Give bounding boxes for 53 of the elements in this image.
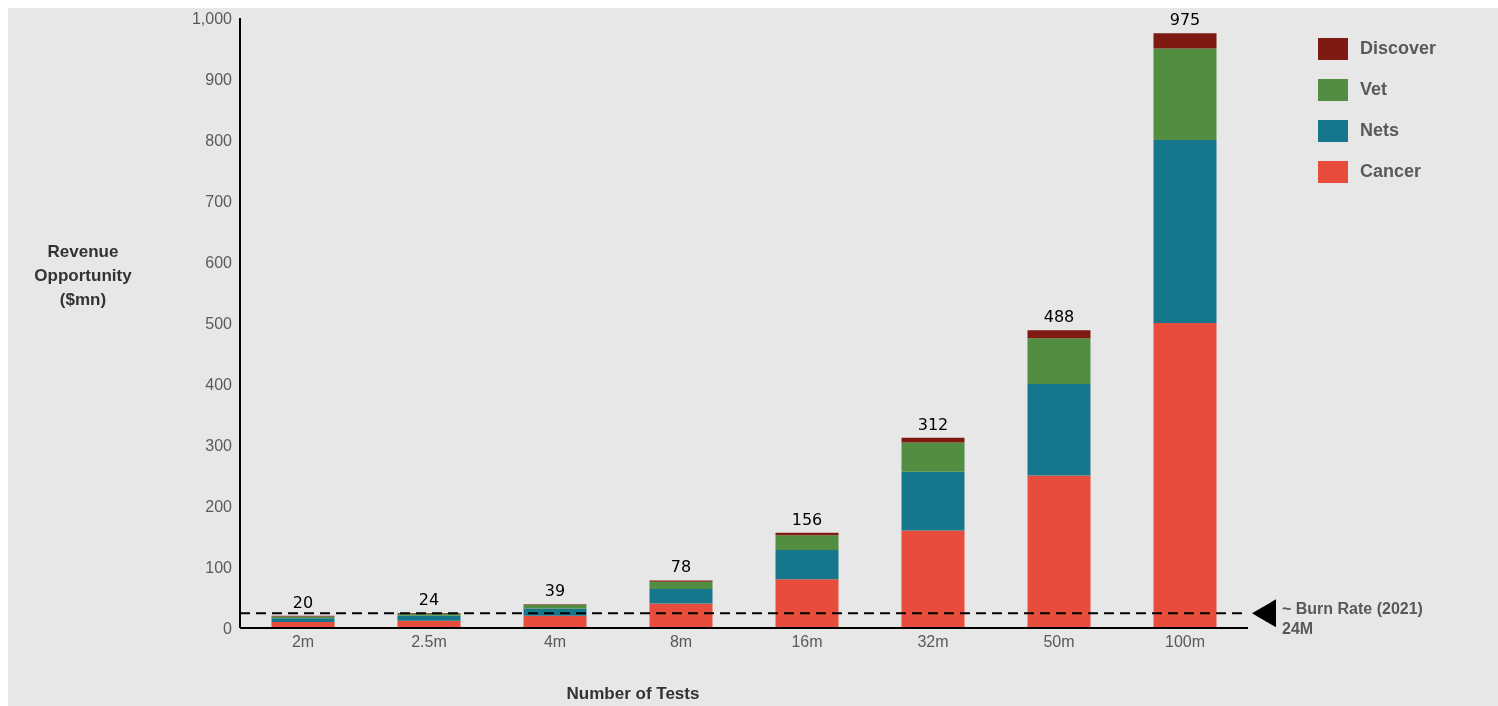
legend-label: Vet xyxy=(1360,79,1388,100)
bar xyxy=(775,535,839,550)
bar xyxy=(1027,475,1091,628)
y-tick-label: 100 xyxy=(205,558,233,576)
total-label: 312 xyxy=(917,414,949,434)
bar xyxy=(649,588,713,604)
y-tick-label: 900 xyxy=(205,70,233,88)
bar xyxy=(397,615,461,621)
total-label: 156 xyxy=(791,509,823,529)
bar xyxy=(1027,384,1091,476)
bar xyxy=(775,549,839,580)
y-tick-label: 600 xyxy=(205,253,233,271)
x-tick-label: 8m xyxy=(669,633,693,651)
bar xyxy=(1153,140,1217,323)
bar xyxy=(1027,338,1091,384)
bar xyxy=(901,530,965,628)
bar xyxy=(1153,323,1217,628)
ref-line-label: ~ Burn Rate (2021) 24M xyxy=(1282,600,1423,638)
bar xyxy=(523,615,587,628)
bar xyxy=(1027,330,1091,339)
total-label: 24 xyxy=(418,590,440,610)
total-label: 488 xyxy=(1043,307,1075,327)
total-label: 78 xyxy=(670,557,692,577)
y-axis-title: Revenue Opportunity ($mn) xyxy=(33,241,133,311)
total-label: 20 xyxy=(292,592,314,612)
bar xyxy=(1153,48,1217,140)
x-axis-title: Number of Tests xyxy=(565,684,701,704)
y-tick-label: 0 xyxy=(223,619,233,637)
y-tick-label: 700 xyxy=(205,192,233,210)
y-tick-label: 800 xyxy=(205,131,233,149)
y-tick-label: 200 xyxy=(205,497,233,515)
x-tick-label: 100m xyxy=(1164,633,1206,651)
x-tick-label: 2.5m xyxy=(411,633,447,651)
bar xyxy=(901,437,965,443)
bar xyxy=(775,579,839,628)
y-tick-label: 500 xyxy=(205,314,233,332)
bar xyxy=(1153,33,1217,49)
y-tick-label: 400 xyxy=(205,375,233,393)
y-tick-label: 300 xyxy=(205,436,233,454)
legend-label: Cancer xyxy=(1360,161,1422,182)
x-tick-label: 16m xyxy=(791,633,823,651)
bar xyxy=(649,581,713,589)
x-tick-label: 50m xyxy=(1043,633,1075,651)
x-tick-label: 2m xyxy=(291,633,315,651)
x-tick-label: 4m xyxy=(543,633,567,651)
x-tick-label: 32m xyxy=(917,633,949,651)
legend-label: Nets xyxy=(1360,120,1400,141)
bar xyxy=(901,442,965,472)
total-label: 39 xyxy=(544,581,566,601)
bar xyxy=(901,471,965,531)
y-tick-label: 1,000 xyxy=(191,9,233,27)
total-label: 975 xyxy=(1169,10,1201,30)
legend-label: Discover xyxy=(1360,38,1437,59)
